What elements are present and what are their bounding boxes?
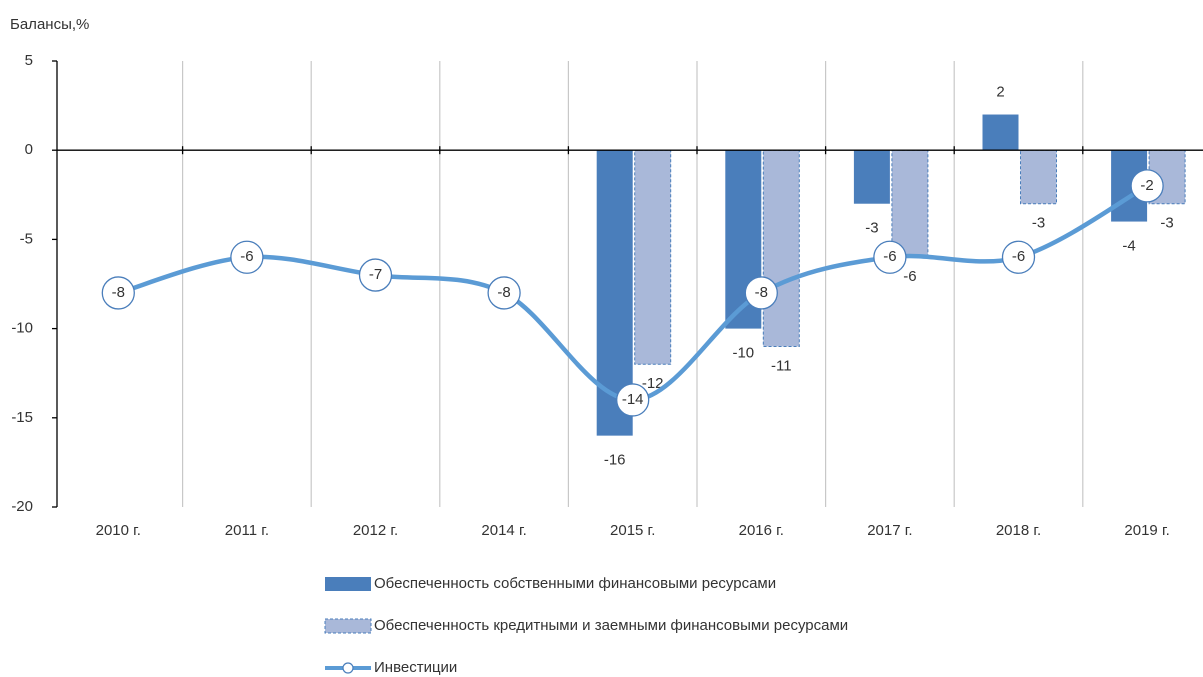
- bar: [1020, 149, 1057, 205]
- x-tick-label: 2019 г.: [1124, 522, 1169, 539]
- data-label: -3: [1032, 215, 1045, 232]
- x-tick-label: 2014 г.: [481, 522, 526, 539]
- data-label: -11: [771, 357, 792, 374]
- line-marker: [616, 383, 650, 417]
- y-tick-label: -10: [11, 320, 33, 337]
- legend-label: Обеспеченность кредитными и заемными фин…: [374, 617, 848, 634]
- data-label: -16: [604, 452, 626, 469]
- y-tick-label: -15: [11, 409, 33, 426]
- legend-label: Инвестиции: [374, 659, 457, 676]
- line-marker: [744, 276, 778, 310]
- data-label: -6: [903, 268, 916, 285]
- data-label: 2: [996, 83, 1004, 100]
- x-tick-label: 2010 г.: [96, 522, 141, 539]
- data-label: -6: [240, 248, 253, 265]
- data-label: -8: [755, 284, 768, 301]
- data-label: -6: [883, 248, 896, 265]
- line-marker: [358, 258, 393, 292]
- data-label: -2: [1140, 177, 1153, 194]
- line-marker: [1001, 240, 1036, 274]
- data-label: -10: [732, 345, 754, 362]
- x-tick-label: 2016 г.: [739, 522, 784, 539]
- x-tick-label: 2017 г.: [867, 522, 912, 539]
- data-label: -4: [1122, 238, 1135, 255]
- data-label: -8: [497, 284, 510, 301]
- bar: [853, 150, 890, 204]
- line-marker: [230, 240, 264, 274]
- x-tick-label: 2015 г.: [610, 522, 655, 539]
- bar: [634, 149, 672, 365]
- line-marker: [873, 240, 907, 274]
- data-label: -7: [369, 266, 382, 283]
- line-marker: [487, 276, 521, 310]
- x-tick-label: 2018 г.: [996, 522, 1041, 539]
- legend-label: Обеспеченность собственными финансовыми …: [374, 575, 776, 592]
- y-tick-label: -5: [20, 230, 33, 247]
- y-tick-label: 0: [25, 141, 33, 158]
- line-marker: [101, 276, 135, 310]
- bar: [891, 149, 929, 258]
- y-tick-label: 5: [25, 52, 33, 69]
- bar: [762, 149, 800, 347]
- legend-key: [324, 618, 372, 634]
- data-label: -3: [865, 220, 878, 237]
- y-tick-label: -20: [11, 498, 33, 515]
- data-label: -14: [622, 391, 644, 408]
- data-label: -12: [642, 375, 664, 392]
- data-label: -8: [112, 284, 125, 301]
- bar: [982, 114, 1019, 151]
- line-marker: [1130, 169, 1164, 203]
- data-label: -6: [1012, 248, 1025, 265]
- x-tick-label: 2011 г.: [225, 522, 269, 539]
- legend-key: [325, 577, 371, 591]
- data-label: -3: [1160, 215, 1173, 232]
- legend-key-marker: [342, 662, 354, 674]
- x-tick-label: 2012 г.: [353, 522, 398, 539]
- y-axis-label: Балансы,%: [10, 16, 89, 33]
